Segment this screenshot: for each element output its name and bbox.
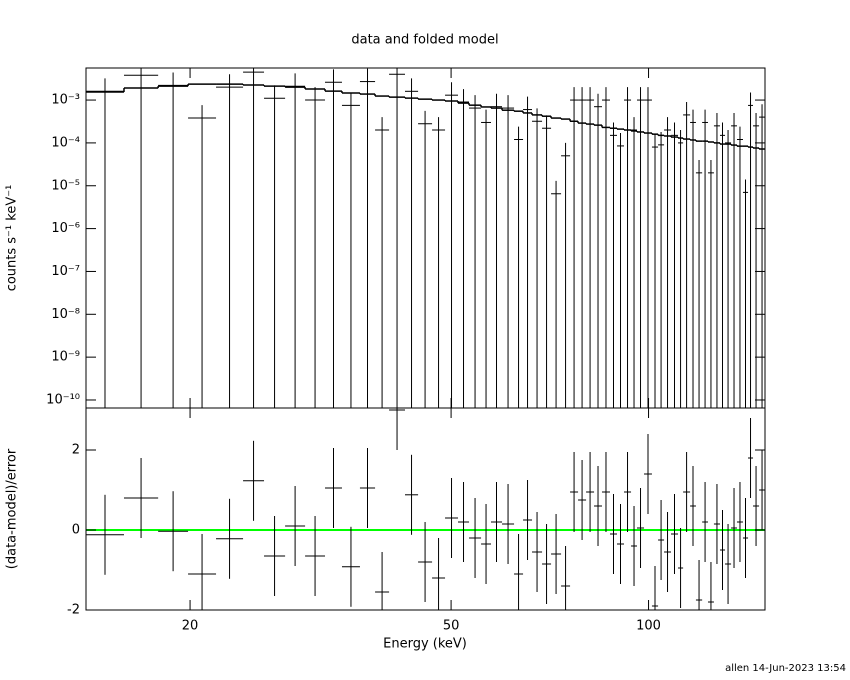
y-tick-label: 10⁻⁷ xyxy=(51,264,80,279)
y-tick-label: 10⁻⁸ xyxy=(51,307,80,322)
y-tick-label: 10⁻⁹ xyxy=(51,350,80,365)
footer: allen 14-Jun-2023 13:54 xyxy=(725,663,846,674)
x-tick-label: 100 xyxy=(636,619,661,634)
plot-area xyxy=(86,408,765,610)
y-tick-label: 10⁻⁴ xyxy=(51,135,80,150)
x-tick-label: 20 xyxy=(182,619,199,634)
chart-title: data and folded model xyxy=(351,33,498,48)
y-tick-label: 10⁻³ xyxy=(51,93,80,108)
y-tick-label: 0 xyxy=(72,523,80,538)
y-tick-label: 2 xyxy=(72,443,80,458)
x-tick-label: 50 xyxy=(443,619,460,634)
panel-frame xyxy=(85,407,766,611)
plot-area xyxy=(86,68,765,408)
y-axis-label: (data-model)/error xyxy=(5,448,20,569)
x-axis-label: Energy (keV) xyxy=(383,637,467,652)
y-tick-label: -2 xyxy=(67,603,80,618)
y-tick-label: 10⁻⁵ xyxy=(51,178,80,193)
y-tick-label: 10⁻¹⁰ xyxy=(46,392,80,407)
y-tick-label: 10⁻⁶ xyxy=(51,221,80,236)
y-axis-label: counts s⁻¹ keV⁻¹ xyxy=(5,185,20,292)
